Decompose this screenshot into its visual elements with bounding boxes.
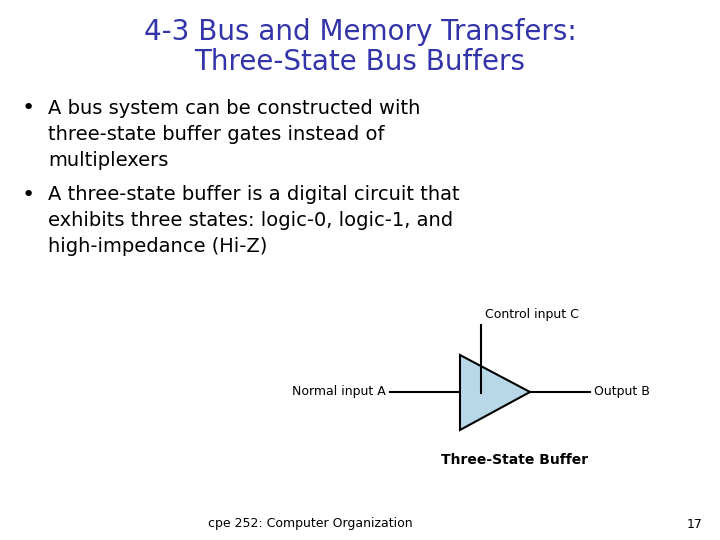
Text: 17: 17 xyxy=(687,517,703,530)
Text: •: • xyxy=(22,98,35,118)
Text: multiplexers: multiplexers xyxy=(48,151,168,170)
Text: A bus system can be constructed with: A bus system can be constructed with xyxy=(48,98,420,118)
Text: Three-State Buffer: Three-State Buffer xyxy=(441,453,588,467)
Text: Normal input A: Normal input A xyxy=(292,386,386,399)
Text: Control input C: Control input C xyxy=(485,308,579,321)
Text: •: • xyxy=(22,185,35,205)
Text: three-state buffer gates instead of: three-state buffer gates instead of xyxy=(48,125,384,144)
Text: A three-state buffer is a digital circuit that: A three-state buffer is a digital circui… xyxy=(48,186,459,205)
Text: 4-3 Bus and Memory Transfers:: 4-3 Bus and Memory Transfers: xyxy=(143,18,577,46)
Text: cpe 252: Computer Organization: cpe 252: Computer Organization xyxy=(207,517,413,530)
Polygon shape xyxy=(460,355,530,430)
Text: high-impedance (Hi-Z): high-impedance (Hi-Z) xyxy=(48,238,267,256)
Text: exhibits three states: logic-0, logic-1, and: exhibits three states: logic-0, logic-1,… xyxy=(48,212,453,231)
Text: Three-State Bus Buffers: Three-State Bus Buffers xyxy=(194,48,526,76)
Text: Output B: Output B xyxy=(594,386,650,399)
